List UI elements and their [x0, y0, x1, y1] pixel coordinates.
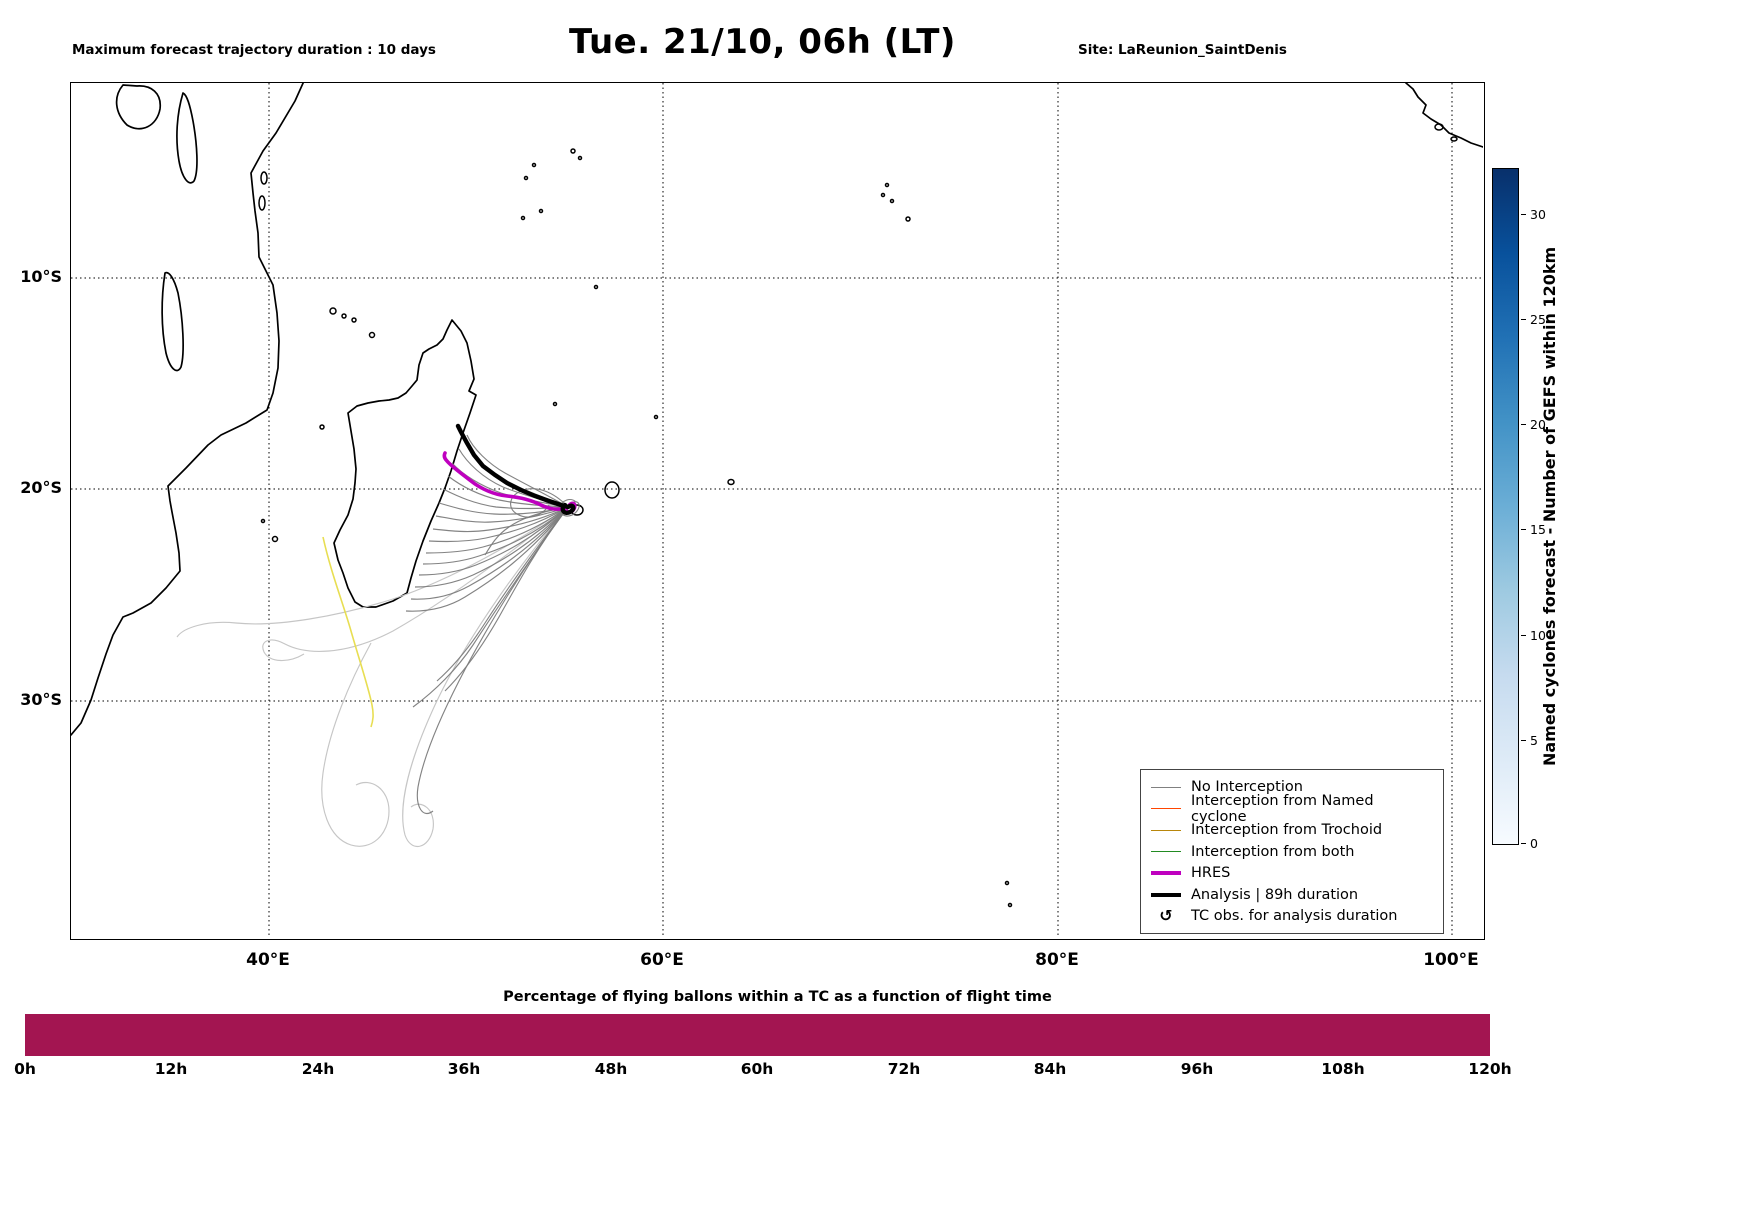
btick-60h: 60h	[740, 1060, 774, 1078]
trajectories-no-interception	[405, 426, 580, 815]
tick-mark	[1521, 842, 1526, 844]
legend-item-both: Interception from both	[1151, 841, 1433, 863]
tick-mark	[1521, 528, 1526, 530]
map-panel: No Interception Interception from Named …	[70, 82, 1485, 940]
btick-0h: 0h	[14, 1060, 36, 1078]
colorbar-tick-label: 25	[1530, 311, 1546, 327]
goldenrod-line-swatch	[1151, 829, 1181, 831]
colorbar-tick-label: 30	[1530, 206, 1546, 222]
legend-item-tc-obs: ↺ TC obs. for analysis duration	[1151, 906, 1433, 928]
xtick-100e: 100°E	[1423, 950, 1479, 970]
btick-24h: 24h	[301, 1060, 335, 1078]
gray-line-swatch	[1151, 786, 1181, 788]
colorbar-tick-label: 15	[1530, 521, 1546, 537]
magenta-line-swatch	[1151, 871, 1181, 876]
trajectory-analysis	[455, 423, 576, 515]
rotate-ccw-icon: ↺	[1159, 906, 1173, 926]
colorbar-axis-label: Named cyclones forecast - Number of GEFS…	[1540, 246, 1559, 767]
african-lakes	[115, 84, 198, 372]
colorbar-tick-label: 5	[1530, 732, 1538, 748]
xtick-80e: 80°E	[1035, 950, 1079, 970]
btick-12h: 12h	[154, 1060, 188, 1078]
legend-item-trochoid: Interception from Trochoid	[1151, 820, 1433, 842]
site-text: Site: LaReunion_SaintDenis	[1078, 42, 1287, 58]
map-canvas	[71, 83, 1483, 938]
gridlines	[71, 83, 1483, 938]
tick-mark	[1521, 423, 1526, 425]
legend-label: Interception from both	[1191, 843, 1355, 860]
black-line-swatch	[1151, 892, 1181, 897]
btick-96h: 96h	[1180, 1060, 1214, 1078]
colorbar-tick-10: 10	[1521, 627, 1546, 643]
xtick-40e: 40°E	[246, 950, 290, 970]
map-legend: No Interception Interception from Named …	[1140, 768, 1444, 934]
tick-mark	[1521, 739, 1526, 741]
small-islands	[260, 148, 1013, 908]
madagascar-coastline	[333, 319, 477, 608]
green-line-swatch	[1151, 851, 1181, 853]
btick-72h: 72h	[887, 1060, 921, 1078]
legend-label: TC obs. for analysis duration	[1191, 908, 1398, 925]
figure-title: Tue. 21/10, 06h (LT)	[569, 22, 956, 62]
ytick-10s: 10°S	[20, 267, 62, 286]
trajectories-light-gray	[176, 506, 569, 847]
legend-item-analysis: Analysis | 89h duration	[1151, 884, 1433, 906]
btick-120h: 120h	[1468, 1060, 1512, 1078]
orange-line-swatch	[1151, 808, 1181, 810]
colorbar-tick-label: 10	[1530, 627, 1546, 643]
tc-percentage-bar	[25, 1014, 1490, 1056]
colorbar-tick-25: 25	[1521, 311, 1546, 327]
tick-mark	[1521, 634, 1526, 636]
colorbar-tick-5: 5	[1521, 732, 1538, 748]
trajectory-trochoid-interception	[322, 536, 374, 728]
btick-84h: 84h	[1033, 1060, 1067, 1078]
legend-item-hres: HRES	[1151, 863, 1433, 885]
colorbar	[1492, 168, 1519, 845]
legend-label: Interception from Named cyclone	[1191, 792, 1374, 825]
colorbar-tick-label: 20	[1530, 416, 1546, 432]
btick-48h: 48h	[594, 1060, 628, 1078]
legend-item-no-interception: No Interception	[1151, 777, 1433, 799]
colorbar-tick-20: 20	[1521, 416, 1546, 432]
tick-mark	[1521, 318, 1526, 320]
btick-36h: 36h	[447, 1060, 481, 1078]
ytick-30s: 30°S	[20, 690, 62, 709]
africa-coastline	[71, 83, 305, 736]
max-duration-text: Maximum forecast trajectory duration : 1…	[72, 42, 436, 58]
btick-108h: 108h	[1321, 1060, 1365, 1078]
colorbar-tick-30: 30	[1521, 206, 1546, 222]
legend-label: Analysis | 89h duration	[1191, 886, 1359, 903]
colorbar-tick-0: 0	[1521, 835, 1538, 851]
ytick-20s: 20°S	[20, 478, 62, 497]
sumatra-coastline	[1405, 83, 1483, 148]
legend-label: Interception from Trochoid	[1191, 822, 1383, 839]
legend-item-named-cyclone: Interception from Named cyclone	[1151, 793, 1433, 825]
tick-mark	[1521, 213, 1526, 215]
bottom-chart-title: Percentage of flying ballons within a TC…	[503, 989, 1052, 1005]
legend-label: No Interception	[1191, 779, 1303, 796]
legend-label: HRES	[1191, 865, 1231, 882]
colorbar-tick-label: 0	[1530, 835, 1538, 851]
colorbar-tick-15: 15	[1521, 521, 1546, 537]
xtick-60e: 60°E	[640, 950, 684, 970]
